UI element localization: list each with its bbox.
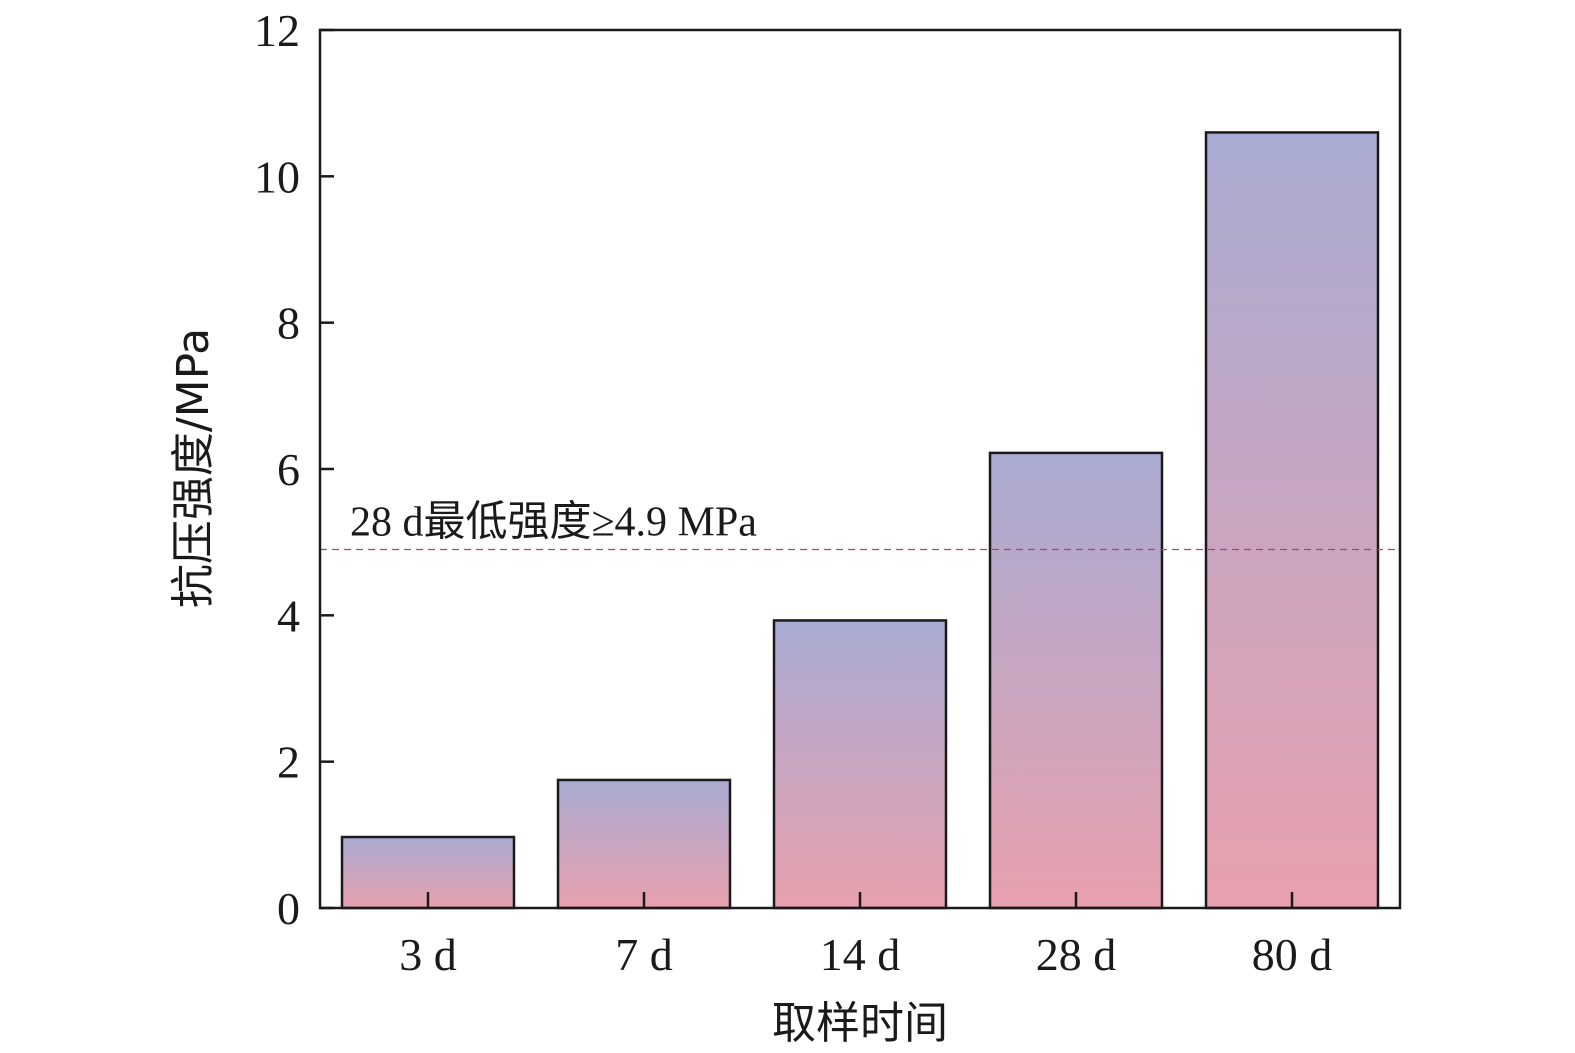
bar-7d bbox=[556, 778, 732, 910]
bar-80d bbox=[1204, 131, 1380, 910]
y-axis-ticks: 0 2 4 6 8 10 12 bbox=[254, 5, 334, 934]
bars-group bbox=[340, 131, 1380, 910]
bar-14d bbox=[772, 619, 948, 910]
x-tick-label: 3 d bbox=[399, 929, 457, 980]
y-tick-label: 4 bbox=[277, 590, 300, 641]
y-tick-label: 12 bbox=[254, 5, 300, 56]
bar-28d bbox=[988, 451, 1164, 910]
x-tick-label: 7 d bbox=[615, 929, 673, 980]
x-axis-title: 取样时间 bbox=[772, 998, 948, 1049]
x-tick-label: 80 d bbox=[1252, 929, 1333, 980]
x-tick-label: 28 d bbox=[1036, 929, 1117, 980]
y-tick-label: 6 bbox=[277, 444, 300, 495]
y-axis-title: 抗压强度/MPa bbox=[168, 328, 219, 608]
y-tick-label: 8 bbox=[277, 298, 300, 349]
y-tick-label: 0 bbox=[277, 883, 300, 934]
reference-line-label: 28 d最低强度≥4.9 MPa bbox=[350, 499, 757, 545]
x-axis-ticks: 3 d 7 d 14 d 28 d 80 d bbox=[399, 892, 1332, 980]
x-tick-label: 14 d bbox=[820, 929, 901, 980]
y-tick-label: 10 bbox=[254, 151, 300, 202]
y-tick-label: 2 bbox=[277, 737, 300, 788]
